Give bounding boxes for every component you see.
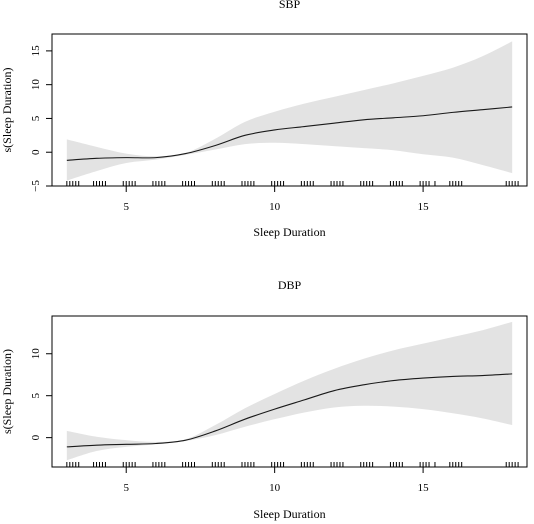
y-axis-label: s(Sleep Duration) — [0, 349, 14, 434]
y-tick-label: 10 — [30, 79, 42, 91]
panel-dbp: DBP 5 10 15 0 5 10 Sleep Duration s(Sleep Durati… — [0, 278, 528, 521]
plot-border — [51, 315, 528, 468]
y-tick-label: −5 — [30, 180, 42, 192]
x-tick-label: 5 — [123, 201, 129, 213]
x-tick-label: 15 — [418, 482, 430, 494]
panel-sbp: SBP 5 10 15 −5 0 5 10 15 Sleep Duration s(Sleep Du… — [0, 0, 528, 239]
x-axis-label: Sleep Duration — [253, 507, 325, 521]
y-tick-label: 15 — [30, 45, 42, 57]
y-tick-label: 0 — [30, 149, 42, 155]
x-axis-label: Sleep Duration — [253, 225, 325, 239]
smooth-line — [66, 106, 513, 161]
y-tick-label: 5 — [30, 115, 42, 121]
x-tick-label: 15 — [418, 201, 430, 213]
smooth-line — [66, 373, 513, 448]
y-tick-label: 10 — [30, 348, 42, 360]
x-tick-label: 5 — [123, 482, 129, 494]
y-tick-label: 5 — [30, 392, 42, 398]
x-tick-label: 10 — [269, 482, 281, 494]
y-tick-label: 0 — [30, 434, 42, 440]
confidence-band — [66, 321, 513, 461]
confidence-band — [66, 41, 513, 181]
chart-title: SBP — [279, 0, 301, 11]
x-tick-label: 10 — [269, 201, 281, 213]
plot-border — [51, 33, 528, 187]
y-axis-label: s(Sleep Duration) — [0, 68, 14, 153]
chart-title: DBP — [278, 278, 302, 292]
